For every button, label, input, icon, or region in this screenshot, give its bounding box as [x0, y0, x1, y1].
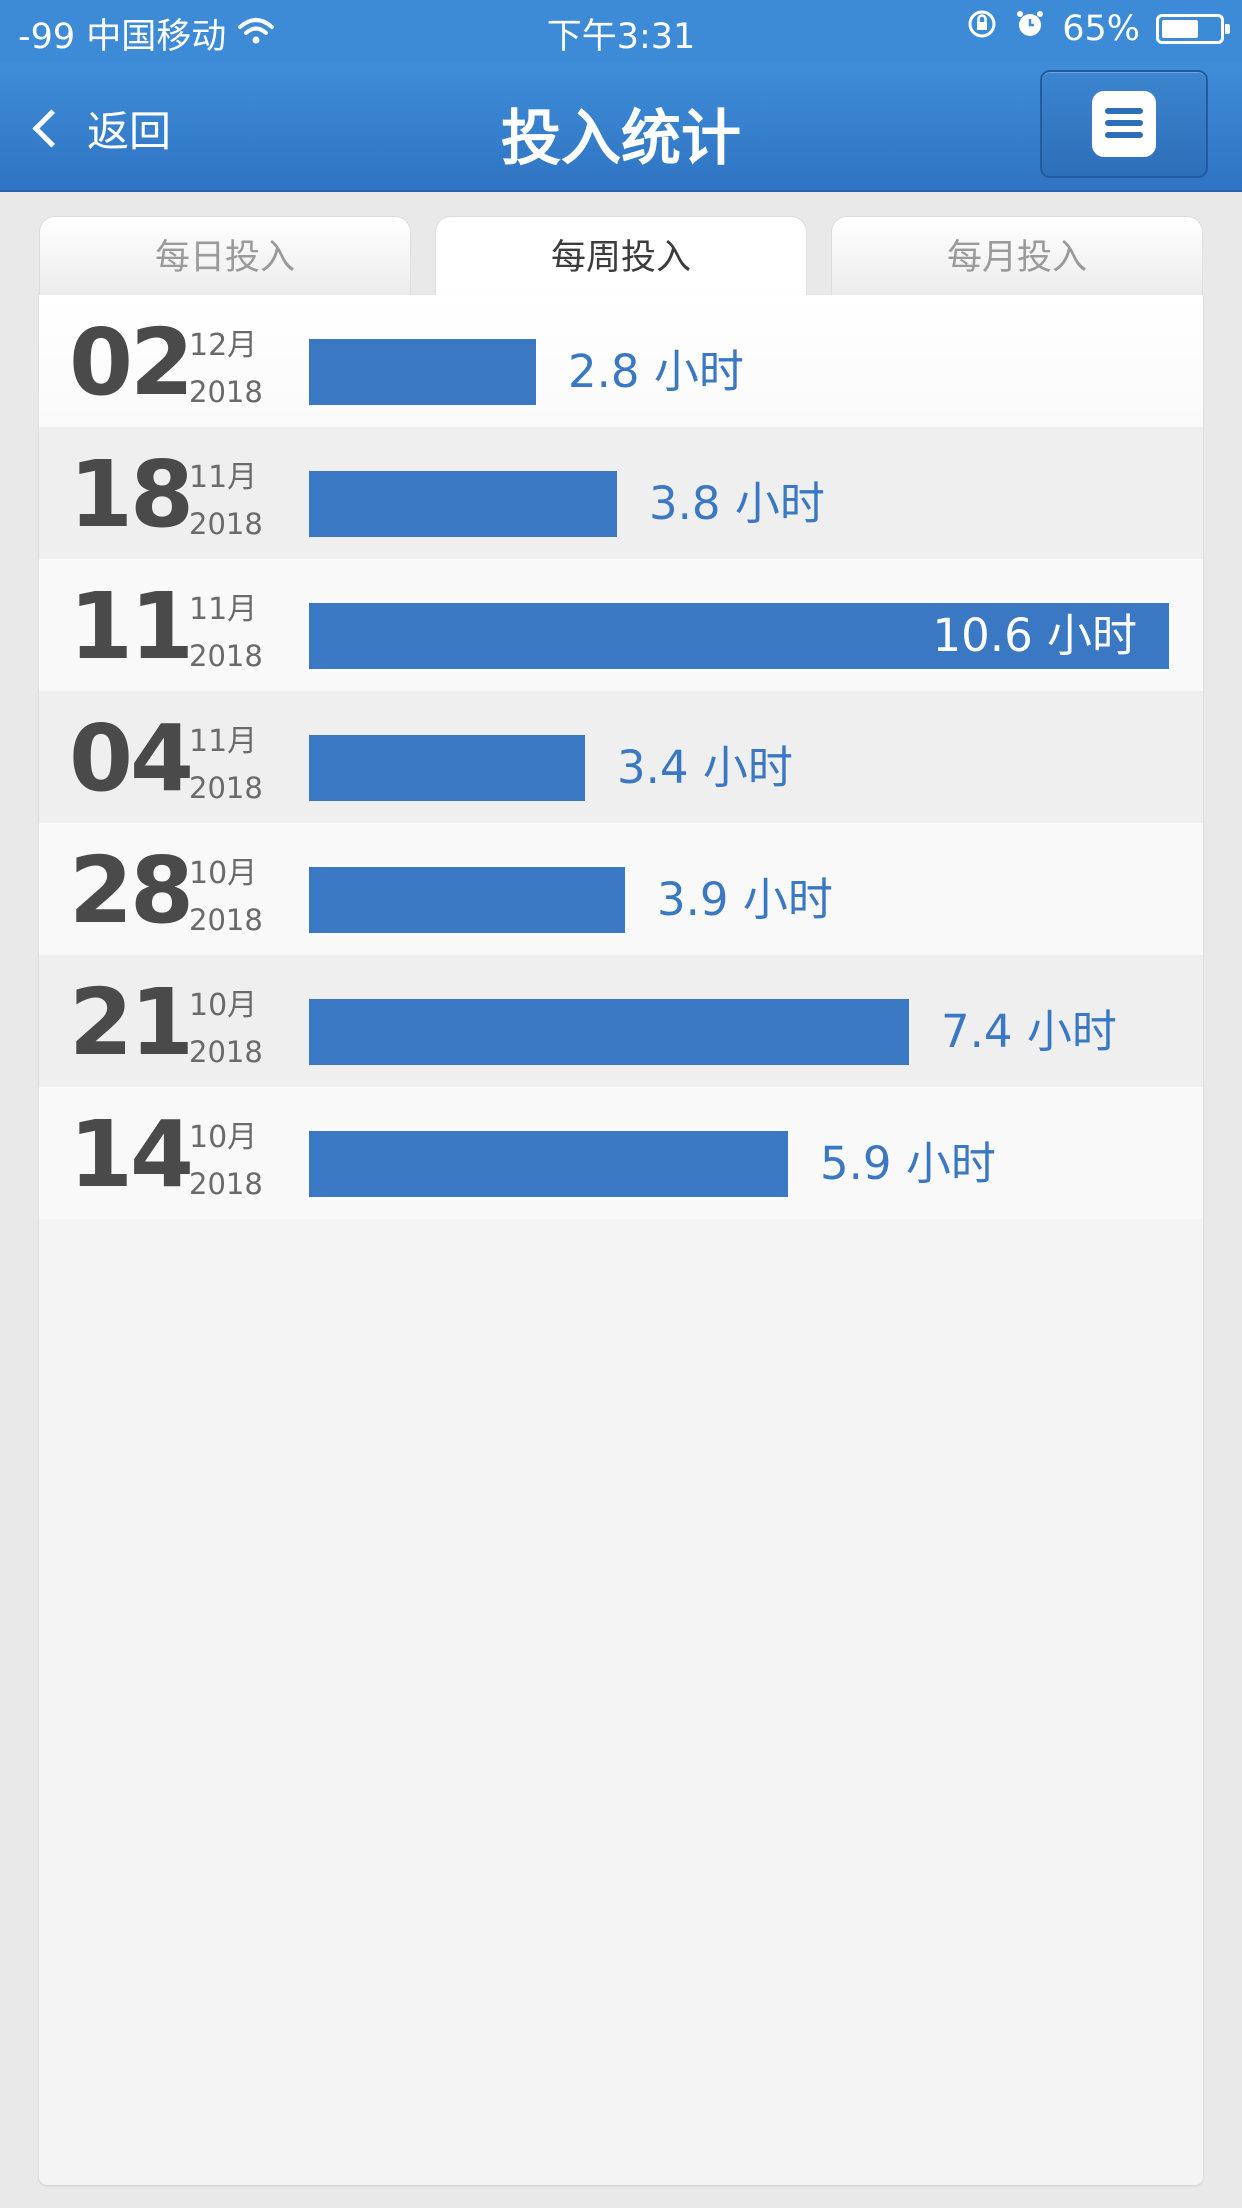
row-month: 11月: [189, 460, 258, 495]
chart-bar: [309, 735, 585, 801]
row-year: 2018: [189, 507, 263, 541]
row-day: 02: [69, 309, 194, 416]
row-day: 14: [69, 1101, 194, 1208]
bar-value-label: 10.6 小时: [932, 609, 1138, 662]
row-day: 11: [69, 573, 194, 680]
row-month: 11月: [189, 724, 258, 759]
chart-row: 21 10月 2018 7.4 小时: [39, 955, 1203, 1087]
tab-bar: 每日投入 每周投入 每月投入: [39, 216, 1203, 300]
status-time: 下午3:31: [546, 17, 696, 57]
chart-bar: [309, 339, 536, 405]
menu-button[interactable]: [1040, 70, 1208, 178]
rotation-lock-icon: [966, 8, 998, 49]
chart-row: 04 11月 2018 3.4 小时: [39, 691, 1203, 823]
row-day: 04: [69, 705, 194, 812]
row-year: 2018: [189, 1167, 263, 1201]
bar-value-label: 2.8 小时: [568, 345, 744, 398]
tab-monthly[interactable]: 每月投入: [831, 216, 1203, 296]
tab-weekly[interactable]: 每周投入: [435, 216, 807, 300]
chart-bar: [309, 999, 909, 1065]
battery-percent: 65%: [1062, 8, 1140, 49]
row-year: 2018: [189, 1035, 263, 1069]
row-month: 10月: [189, 1120, 258, 1155]
status-left: -99 中国移动: [18, 8, 275, 59]
row-year: 2018: [189, 639, 263, 673]
chart-bar: [309, 1131, 788, 1197]
row-year: 2018: [189, 903, 263, 937]
row-year: 2018: [189, 771, 263, 805]
back-label: 返回: [87, 107, 172, 156]
page-title: 投入统计: [501, 104, 741, 174]
row-day: 18: [69, 441, 194, 548]
navigation-bar: 返回 投入统计: [0, 62, 1242, 192]
carrier-label: -99 中国移动: [18, 17, 227, 57]
bar-value-label: 3.8 小时: [649, 477, 825, 530]
bar-value-label: 3.4 小时: [617, 741, 793, 794]
tab-daily[interactable]: 每日投入: [39, 216, 411, 296]
chart-bar: [309, 867, 625, 933]
row-month: 12月: [189, 328, 258, 363]
chart-bar: [309, 603, 1169, 669]
status-bar: -99 中国移动 下午3:31 65%: [0, 0, 1242, 62]
wifi-icon: [238, 14, 275, 54]
chart-row: 14 10月 2018 5.9 小时: [39, 1087, 1203, 1219]
row-day: 21: [69, 969, 194, 1076]
chart-row: 02 12月 2018 2.8 小时: [39, 295, 1203, 427]
bar-value-label: 5.9 小时: [820, 1137, 996, 1190]
list-icon: [1092, 91, 1156, 157]
row-month: 11月: [189, 592, 258, 627]
row-year: 2018: [189, 375, 263, 409]
chart-row: 18 11月 2018 3.8 小时: [39, 427, 1203, 559]
back-button[interactable]: 返回: [30, 98, 171, 159]
status-right: 65%: [966, 8, 1230, 49]
alarm-icon: [1014, 8, 1046, 49]
row-day: 28: [69, 837, 194, 944]
chart-row: 28 10月 2018 3.9 小时: [39, 823, 1203, 955]
row-month: 10月: [189, 856, 258, 891]
row-month: 10月: [189, 988, 258, 1023]
bar-value-label: 3.9 小时: [657, 873, 833, 926]
chart-bar: [309, 471, 617, 537]
chart-row: 11 11月 2018 10.6 小时: [39, 559, 1203, 691]
weekly-chart-panel: 02 12月 2018 2.8 小时 18 11月 2018 3.8 小时 11 11月 2018 1…: [39, 295, 1203, 2185]
bar-value-label: 7.4 小时: [941, 1005, 1117, 1058]
battery-icon: [1156, 13, 1230, 44]
